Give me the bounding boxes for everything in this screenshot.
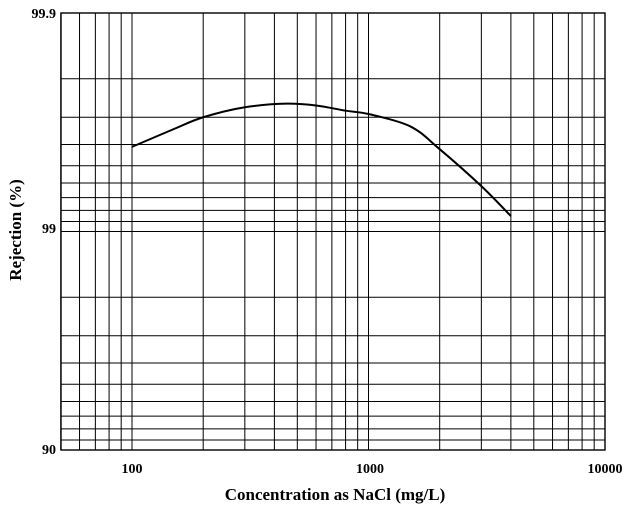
plot-frame (60, 12, 606, 451)
x-tick-label-1000: 1000 (356, 462, 384, 477)
x-tick-label-100: 100 (122, 462, 143, 477)
x-axis-title: Concentration as NaCl (mg/L) (225, 485, 446, 504)
y-tick-label-99-9: 99.9 (32, 7, 57, 22)
rejection-curve (131, 102, 512, 217)
y-tick-label-90: 90 (42, 443, 56, 458)
y-tick-label-99: 99 (42, 222, 56, 237)
x-tick-label-10000: 10000 (588, 462, 623, 477)
y-axis-title: Rejection (%) (6, 179, 25, 281)
y-gridlines (61, 12, 605, 451)
